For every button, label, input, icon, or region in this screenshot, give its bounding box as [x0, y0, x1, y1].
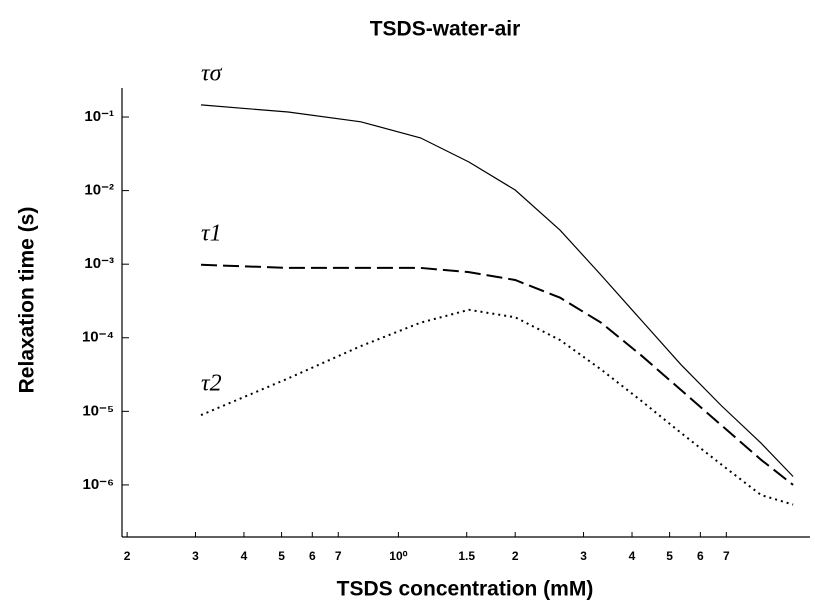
- x-axis-label: TSDS concentration (mM): [337, 578, 594, 601]
- chart-title: TSDS-water-air: [370, 18, 521, 41]
- x-tick-label: 10⁰: [389, 549, 407, 563]
- x-tick-label: 2: [512, 549, 519, 563]
- y-tick-label: 10⁻³: [84, 255, 114, 272]
- series-label: τ2: [201, 371, 222, 397]
- x-tick-label: 2: [124, 549, 131, 563]
- x-tick-label: 7: [723, 549, 730, 563]
- series-line: [200, 263, 794, 486]
- y-tick-label: 10⁻¹: [84, 108, 114, 125]
- series-line: [200, 104, 794, 477]
- y-tick-label: 10⁻⁴: [82, 329, 114, 346]
- y-axis-label: Relaxation time (s): [16, 207, 39, 394]
- x-tick-label: 3: [580, 549, 587, 563]
- x-tick-label: 5: [666, 549, 673, 563]
- series-label: τ1: [201, 220, 222, 246]
- x-tick-label: 3: [192, 549, 199, 563]
- series-line: [200, 308, 794, 506]
- x-tick-label: 1.5: [458, 549, 475, 563]
- y-tick-label: 10⁻²: [84, 182, 114, 199]
- x-tick-label: 6: [309, 549, 316, 563]
- y-tick-label: 10⁻⁶: [82, 476, 114, 493]
- x-tick-label: 5: [278, 549, 285, 563]
- x-tick-label: 7: [335, 549, 342, 563]
- x-tick-label: 6: [697, 549, 704, 563]
- x-tick-label: 4: [241, 549, 248, 563]
- y-tick-label: 10⁻⁵: [82, 402, 114, 419]
- x-tick-label: 4: [629, 549, 636, 563]
- series-label: τσ: [201, 60, 223, 86]
